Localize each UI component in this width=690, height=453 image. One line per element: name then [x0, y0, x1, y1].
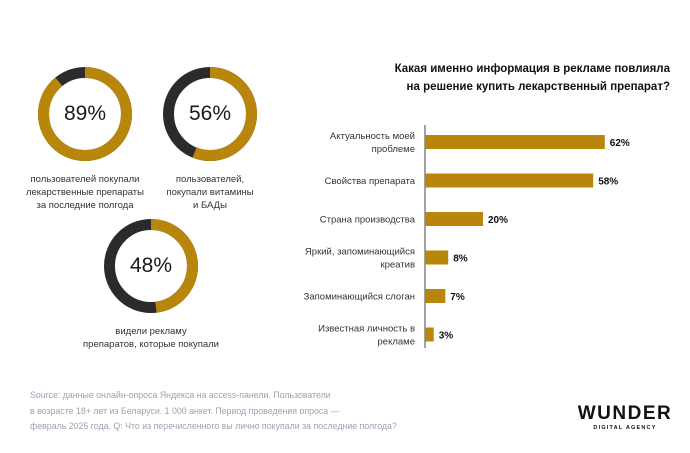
donut-svg: [104, 219, 198, 313]
title-line: на решение купить лекарственный препарат…: [406, 81, 670, 93]
donut-chart-vitamins: 56%: [162, 66, 258, 162]
source-line: февраль 2025 года. Q: Что из перечисленн…: [30, 421, 397, 431]
bar-value-label: 7%: [450, 292, 465, 303]
wunder-logo: WUNDER DIGITAL AGENCY: [575, 404, 675, 432]
caption-line: пользователей,: [175, 174, 245, 185]
donut-value: 89%: [63, 102, 107, 125]
source-line: Source: данные онлайн-опроса Яндекса на …: [30, 390, 331, 400]
title-line: Какая именно информация в рекламе повлия…: [394, 63, 670, 75]
donut-svg: [38, 67, 132, 161]
bar-category-label: Известная личность в рекламе: [318, 324, 415, 348]
bar-category-label: Страна производства: [320, 215, 416, 226]
bar: [425, 327, 434, 342]
bar: [425, 173, 594, 188]
caption-line: лекарственные препараты: [25, 187, 144, 198]
caption-line: пользователей покупали: [30, 174, 140, 185]
donut-value-arc: [163, 67, 257, 161]
bar-chart-title: Какая именно информация в рекламе повлия…: [330, 60, 670, 96]
bar-value-label: 62%: [610, 138, 630, 149]
caption-line: за последние полгода: [36, 200, 134, 211]
bar-chart: 62% Актуальность моей проблеме 58% Свойства …: [304, 125, 630, 348]
logo-tagline: DIGITAL AGENCY: [593, 425, 657, 431]
donut-value-arc: [104, 219, 198, 313]
bar-value-label: 20%: [488, 215, 508, 226]
bar: [425, 250, 449, 265]
donut-value: 56%: [188, 102, 232, 125]
caption-line: покупали витамины: [166, 187, 254, 198]
caption-line: и БАДы: [193, 200, 227, 211]
bar-value-label: 3%: [439, 331, 454, 342]
donut-caption-drugs: пользователей покупали лекарственные пре…: [10, 173, 160, 212]
source-line: в возрасте 18+ лет из Беларуси. 1 000 ан…: [30, 405, 340, 416]
bar-category-label: Запоминающийся слоган: [304, 292, 415, 303]
caption-line: видели рекламу: [115, 326, 187, 337]
bar: [425, 289, 446, 303]
donut-chart-ads: 48%: [103, 218, 199, 314]
bar-category-label: Актуальность моей проблеме: [330, 131, 415, 155]
donut-caption-ads: видели рекламу препаратов, которые покуп…: [70, 325, 232, 351]
donut-value: 48%: [129, 254, 173, 277]
bar-value-label: 8%: [453, 254, 468, 265]
donut-svg: [163, 67, 257, 161]
bar-category-label: Свойства препарата: [325, 176, 416, 187]
bar: [425, 212, 483, 226]
source-note: Source: данные онлайн-опроса Яндекса на …: [30, 388, 460, 435]
donut-value-arc: [38, 67, 132, 161]
caption-line: препаратов, которые покупали: [83, 339, 219, 350]
logo-wordmark: WUNDER: [577, 403, 673, 424]
donut-caption-vitamins: пользователей, покупали витамины и БАДы: [140, 173, 280, 212]
bar-value-label: 58%: [598, 177, 618, 188]
bar-category-label: Яркий, запоминающийся креатив: [305, 247, 415, 271]
donut-chart-drugs: 89%: [37, 66, 133, 162]
bar: [425, 135, 605, 149]
